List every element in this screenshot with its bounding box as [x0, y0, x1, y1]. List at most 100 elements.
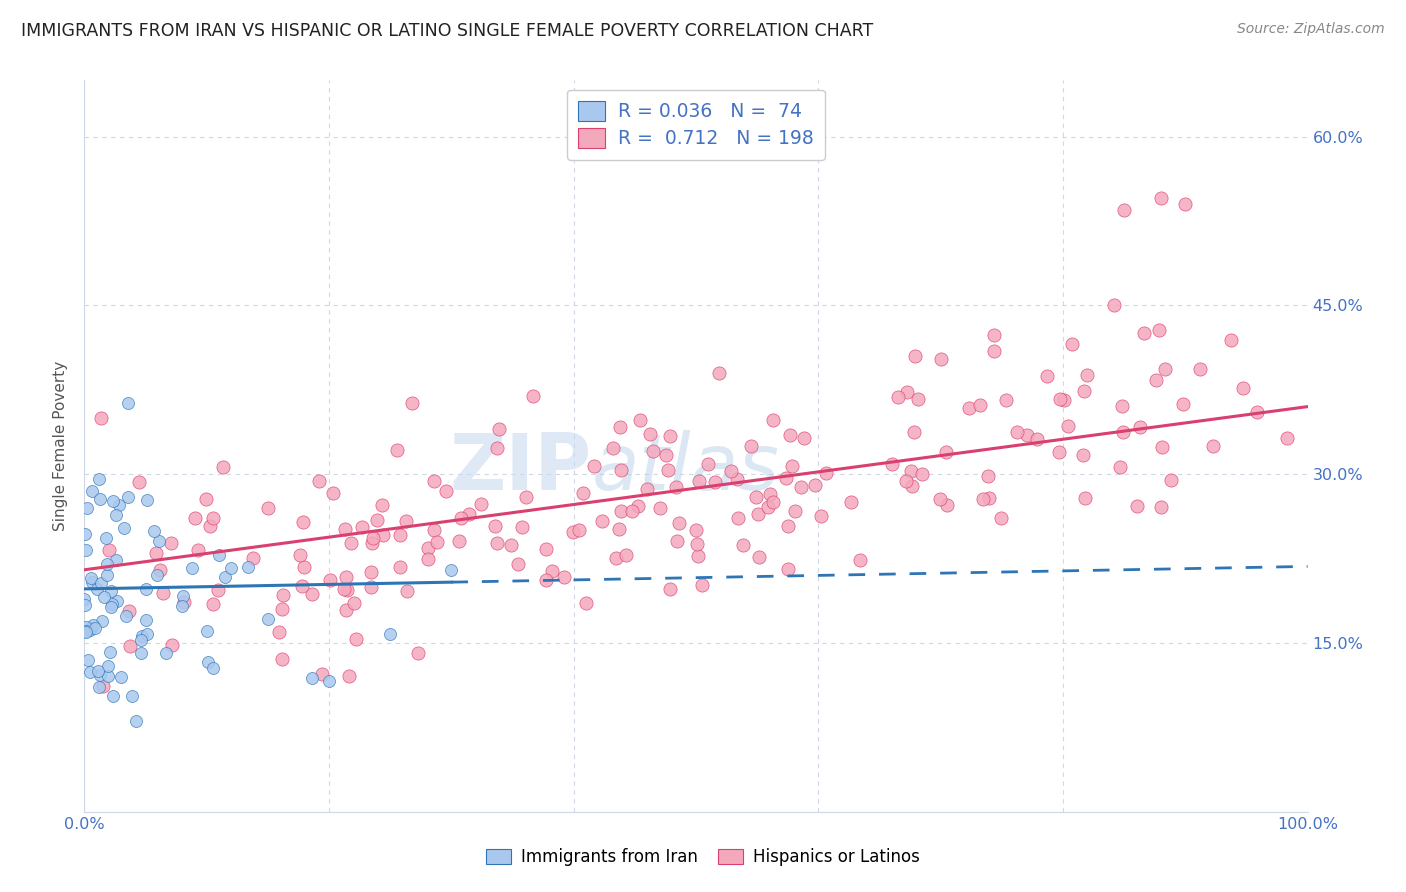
Point: [1036, 369, 1059, 384]
Point: [291, 579, 314, 593]
Point: [360, 580, 382, 594]
Point: [536, 573, 558, 587]
Point: [395, 514, 418, 528]
Point: [969, 398, 991, 412]
Point: [311, 666, 333, 681]
Point: [1114, 202, 1136, 217]
Point: [896, 474, 918, 488]
Point: [319, 573, 342, 587]
Point: [103, 494, 125, 508]
Point: [1060, 337, 1083, 351]
Point: [540, 565, 562, 579]
Point: [447, 533, 470, 548]
Point: [93, 590, 115, 604]
Point: [901, 479, 924, 493]
Point: [485, 441, 508, 455]
Point: [180, 561, 202, 575]
Point: [720, 464, 742, 478]
Point: [301, 587, 323, 601]
Point: [607, 522, 630, 536]
Point: [105, 508, 128, 523]
Point: [1017, 427, 1039, 442]
Point: [115, 609, 138, 624]
Point: [128, 475, 150, 489]
Point: [90, 614, 112, 628]
Legend: R = 0.036   N =  74, R =  0.712   N = 198: R = 0.036 N = 74, R = 0.712 N = 198: [567, 90, 825, 160]
Point: [648, 500, 671, 515]
Point: [1076, 368, 1098, 383]
Point: [75, 598, 97, 612]
Point: [212, 460, 235, 475]
Point: [82, 618, 104, 632]
Point: [97, 658, 120, 673]
Point: [146, 568, 169, 582]
Point: [506, 558, 529, 572]
Point: [440, 563, 463, 577]
Point: [896, 384, 918, 399]
Point: [360, 566, 382, 580]
Point: [690, 578, 713, 592]
Point: [360, 536, 382, 550]
Point: [553, 570, 575, 584]
Point: [928, 491, 950, 506]
Point: [536, 541, 558, 556]
Point: [152, 585, 174, 599]
Point: [198, 518, 221, 533]
Point: [1174, 197, 1197, 211]
Point: [73, 591, 96, 606]
Point: [785, 504, 807, 518]
Point: [135, 613, 157, 627]
Point: [143, 524, 166, 539]
Point: [201, 661, 224, 675]
Point: [1246, 405, 1268, 419]
Point: [574, 596, 596, 610]
Point: [733, 537, 755, 551]
Point: [567, 524, 589, 538]
Point: [591, 514, 613, 528]
Point: [1160, 474, 1182, 488]
Point: [929, 352, 952, 367]
Point: [257, 612, 280, 626]
Point: [112, 521, 135, 535]
Point: [75, 620, 97, 634]
Point: [333, 582, 356, 596]
Point: [1188, 362, 1211, 376]
Point: [202, 597, 225, 611]
Point: [84, 622, 107, 636]
Point: [77, 653, 100, 667]
Point: [273, 588, 295, 602]
Point: [1275, 431, 1298, 445]
Point: [1071, 449, 1094, 463]
Point: [1154, 362, 1177, 376]
Point: [214, 570, 236, 584]
Point: [562, 525, 585, 540]
Point: [322, 486, 344, 500]
Point: [657, 463, 679, 477]
Point: [426, 535, 449, 549]
Point: [291, 515, 314, 529]
Point: [184, 510, 207, 524]
Point: [911, 467, 934, 481]
Point: [1150, 500, 1173, 515]
Point: [658, 582, 681, 596]
Point: [395, 584, 418, 599]
Point: [131, 629, 153, 643]
Point: [129, 646, 152, 660]
Point: [1144, 373, 1167, 387]
Point: [903, 425, 925, 439]
Point: [641, 444, 664, 458]
Point: [790, 480, 813, 494]
Point: [990, 511, 1012, 525]
Point: [510, 520, 533, 534]
Point: [118, 604, 141, 618]
Point: [371, 528, 394, 542]
Point: [340, 535, 363, 549]
Point: [779, 428, 801, 442]
Point: [1128, 420, 1150, 434]
Point: [219, 561, 242, 575]
Point: [208, 549, 231, 563]
Point: [148, 534, 170, 549]
Point: [614, 549, 637, 563]
Point: [79, 571, 101, 585]
Point: [335, 603, 357, 617]
